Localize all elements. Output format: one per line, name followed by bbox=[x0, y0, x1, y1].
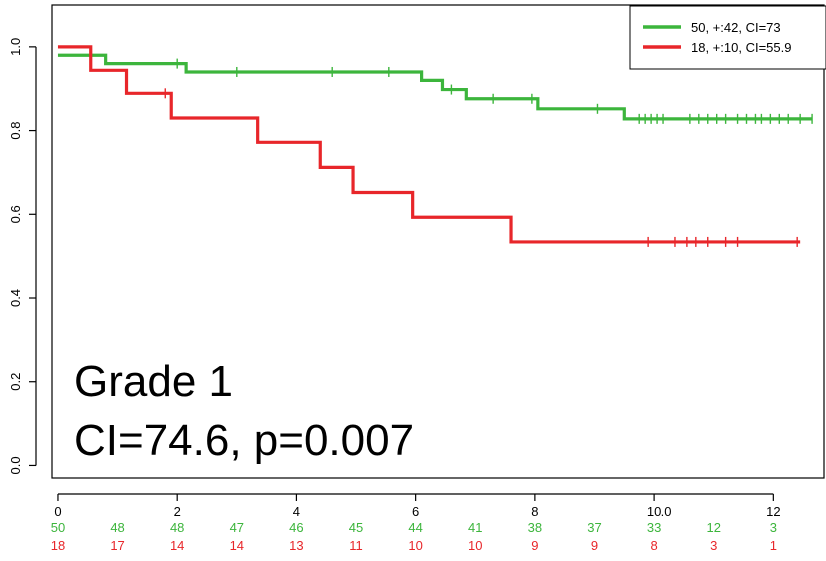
annotation-ci-p: CI=74.6, p=0.007 bbox=[74, 416, 414, 465]
y-tick-label: 1.0 bbox=[8, 38, 23, 56]
risk-count: 38 bbox=[528, 520, 542, 535]
risk-table: 50 48 48 47 46 45 44 41 38 37 33 12 318 17 14 14 13 11 10 1… bbox=[51, 520, 777, 553]
risk-count: 33 bbox=[647, 520, 661, 535]
legend-box bbox=[629, 5, 826, 70]
risk-count: 14 bbox=[230, 538, 244, 553]
plot-frame bbox=[51, 4, 825, 479]
annotation-grade: Grade 1 bbox=[74, 357, 233, 406]
risk-count: 1 bbox=[770, 538, 777, 553]
y-tick-label: 0.0 bbox=[8, 456, 23, 474]
risk-count: 17 bbox=[110, 538, 124, 553]
risk-count: 9 bbox=[591, 538, 598, 553]
risk-count: 10 bbox=[408, 538, 422, 553]
risk-count: 41 bbox=[468, 520, 482, 535]
survival-curves bbox=[57, 45, 813, 247]
x-tick-label: 4 bbox=[293, 504, 300, 519]
y-tick-label: 0.2 bbox=[8, 373, 23, 391]
risk-count: 9 bbox=[531, 538, 538, 553]
risk-count: 47 bbox=[230, 520, 244, 535]
axes: 0 2 4 6 8 10 12 .0 0.0 0.2 0.4 0.6 0.8 1.0 bbox=[8, 38, 781, 519]
legend-label: 50, +:42, CI=73 bbox=[691, 20, 781, 35]
risk-count: 37 bbox=[587, 520, 601, 535]
x-tick-label: 8 bbox=[531, 504, 538, 519]
risk-count: 3 bbox=[770, 520, 777, 535]
x-tick-label: 12 bbox=[766, 504, 780, 519]
risk-count: 44 bbox=[408, 520, 422, 535]
risk-count: 45 bbox=[349, 520, 363, 535]
series-line-0 bbox=[57, 53, 813, 121]
legend: 50, +:42, CI=73 18, +:10, CI=55.9 bbox=[629, 5, 826, 70]
risk-count: 50 bbox=[51, 520, 65, 535]
y-tick-label: 0.4 bbox=[8, 289, 23, 307]
x-tick-label: 10 bbox=[647, 504, 661, 519]
risk-count: 48 bbox=[170, 520, 184, 535]
risk-count: 8 bbox=[650, 538, 657, 553]
risk-count: 46 bbox=[289, 520, 303, 535]
x-tick-label: 6 bbox=[412, 504, 419, 519]
risk-count: 14 bbox=[170, 538, 184, 553]
series-line-1 bbox=[57, 45, 801, 244]
x-tick-label-extra: .0 bbox=[661, 504, 672, 519]
risk-count: 12 bbox=[706, 520, 720, 535]
chart-annotations: Grade 1 CI=74.6, p=0.007 bbox=[74, 357, 414, 465]
legend-label: 18, +:10, CI=55.9 bbox=[691, 40, 791, 55]
x-tick-label: 2 bbox=[174, 504, 181, 519]
x-tick-label: 0 bbox=[54, 504, 61, 519]
risk-count: 13 bbox=[289, 538, 303, 553]
y-tick-label: 0.6 bbox=[8, 205, 23, 223]
risk-count: 48 bbox=[110, 520, 124, 535]
risk-count: 10 bbox=[468, 538, 482, 553]
risk-count: 18 bbox=[51, 538, 65, 553]
risk-count: 11 bbox=[349, 538, 363, 553]
y-tick-label: 0.8 bbox=[8, 122, 23, 140]
risk-count: 3 bbox=[710, 538, 717, 553]
